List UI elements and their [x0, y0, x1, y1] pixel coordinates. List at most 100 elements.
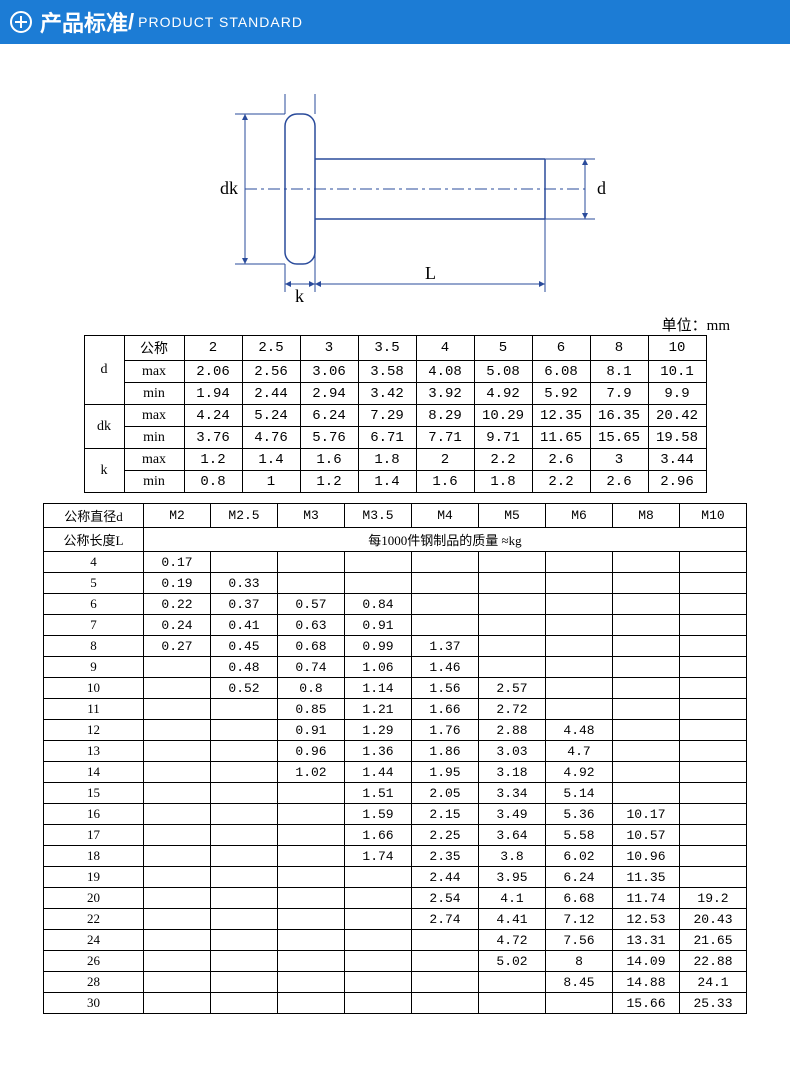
weight-length-cell: 26 [44, 951, 144, 972]
spec-sub-label: 公称 [124, 336, 184, 361]
weight-cell: 0.85 [278, 699, 345, 720]
weight-cell [345, 909, 412, 930]
spec-cell: 1.4 [242, 449, 300, 471]
weight-cell [211, 888, 278, 909]
svg-text:d: d [597, 178, 606, 198]
weight-cell: 0.96 [278, 741, 345, 762]
weight-cell [278, 888, 345, 909]
weight-cell: 24.1 [680, 972, 747, 993]
weight-cell: 2.05 [412, 783, 479, 804]
spec-cell: 11.65 [532, 427, 590, 449]
spec-group-label: k [84, 449, 124, 493]
weight-cell [680, 573, 747, 594]
weight-cell [144, 783, 211, 804]
spec-cell: 5.76 [300, 427, 358, 449]
weight-cell [680, 552, 747, 573]
spec-cell: 1.6 [416, 471, 474, 493]
header-title-en: PRODUCT STANDARD [138, 14, 303, 30]
spec-cell: 1.2 [184, 449, 242, 471]
weight-cell [412, 951, 479, 972]
weight-cell: 2.74 [412, 909, 479, 930]
weight-cell: 4.48 [546, 720, 613, 741]
weight-cell [680, 741, 747, 762]
weight-cell: 0.45 [211, 636, 278, 657]
spec-cell: 4.08 [416, 361, 474, 383]
spec-cell: 2.06 [184, 361, 242, 383]
weight-cell [613, 783, 680, 804]
weight-cell [211, 846, 278, 867]
weight-cell: 3.95 [479, 867, 546, 888]
spec-cell: 5.92 [532, 383, 590, 405]
weight-cell [144, 720, 211, 741]
weight-cell: 3.18 [479, 762, 546, 783]
weight-length-cell: 24 [44, 930, 144, 951]
weight-cell [211, 993, 278, 1014]
spec-cell: 1.6 [300, 449, 358, 471]
header-bar: 产品标准 / PRODUCT STANDARD [0, 0, 790, 44]
weight-length-cell: 8 [44, 636, 144, 657]
weight-length-cell: 28 [44, 972, 144, 993]
weight-cell: 1.86 [412, 741, 479, 762]
weight-cell: 4.72 [479, 930, 546, 951]
weight-cell: 11.74 [613, 888, 680, 909]
weight-cell [546, 657, 613, 678]
weight-cell [613, 636, 680, 657]
weight-cell [412, 972, 479, 993]
weight-cell [278, 573, 345, 594]
spec-group-label: d [84, 336, 124, 405]
weight-cell [144, 867, 211, 888]
weight-cell [613, 552, 680, 573]
spec-cell: 2 [184, 336, 242, 361]
weight-cell: 19.2 [680, 888, 747, 909]
weight-cell: 3.49 [479, 804, 546, 825]
weight-cell [479, 573, 546, 594]
weight-cell: 4.1 [479, 888, 546, 909]
weight-length-cell: 4 [44, 552, 144, 573]
weight-length-cell: 9 [44, 657, 144, 678]
spec-cell: 1.2 [300, 471, 358, 493]
spec-cell: 16.35 [590, 405, 648, 427]
spec-cell: 3.06 [300, 361, 358, 383]
weight-cell [211, 783, 278, 804]
weight-cell [412, 993, 479, 1014]
spec-cell: 3.44 [648, 449, 706, 471]
weight-cell: 0.33 [211, 573, 278, 594]
spec-cell: 10 [648, 336, 706, 361]
spec-cell: 2 [416, 449, 474, 471]
spec-sub-label: max [124, 449, 184, 471]
weight-cell: 2.57 [479, 678, 546, 699]
weight-cell: 0.63 [278, 615, 345, 636]
spec-group-label: dk [84, 405, 124, 449]
weight-cell [144, 846, 211, 867]
weight-length-cell: 11 [44, 699, 144, 720]
weight-cell [345, 888, 412, 909]
weight-cell [680, 594, 747, 615]
weight-cell [613, 657, 680, 678]
weight-cell [613, 762, 680, 783]
weight-cell: 1.76 [412, 720, 479, 741]
weight-cell: 1.21 [345, 699, 412, 720]
weight-cell: 0.24 [144, 615, 211, 636]
unit-label: 单位：mm [0, 314, 790, 335]
spec-cell: 2.2 [474, 449, 532, 471]
weight-cell [144, 804, 211, 825]
spec-cell: 19.58 [648, 427, 706, 449]
weight-cell: 0.91 [278, 720, 345, 741]
spec-cell: 1.8 [474, 471, 532, 493]
spec-cell: 1 [242, 471, 300, 493]
weight-cell: 0.41 [211, 615, 278, 636]
weight-banner: 每1000件钢制品的质量 ≈kg [144, 528, 747, 552]
spec-cell: 9.71 [474, 427, 532, 449]
weight-cell: 0.8 [278, 678, 345, 699]
spec-cell: 2.56 [242, 361, 300, 383]
weight-cell [546, 552, 613, 573]
weight-cell [680, 783, 747, 804]
weight-cell: 0.27 [144, 636, 211, 657]
weight-col-header: M2.5 [211, 504, 278, 528]
weight-cell: 0.19 [144, 573, 211, 594]
weight-cell [211, 867, 278, 888]
weight-cell [278, 951, 345, 972]
weight-cell [345, 552, 412, 573]
spec-cell: 0.8 [184, 471, 242, 493]
spec-cell: 2.96 [648, 471, 706, 493]
